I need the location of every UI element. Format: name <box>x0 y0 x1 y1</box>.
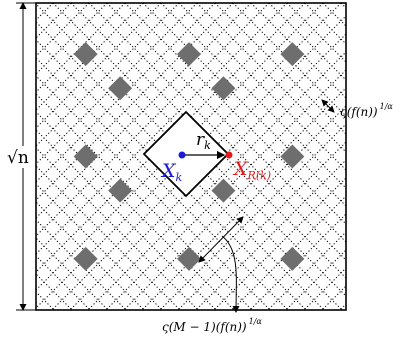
neighbor-label: XR(k) <box>232 158 271 182</box>
grid-line <box>249 213 346 310</box>
grid-line <box>87 51 346 310</box>
side-length-label: √n <box>7 148 29 168</box>
grid-line <box>88 3 346 261</box>
grid-line <box>51 15 346 310</box>
shaded-cell <box>108 76 133 101</box>
shaded-cell <box>73 246 98 271</box>
block-spacing-arrow <box>198 216 244 263</box>
grid-line <box>395 3 409 310</box>
grid-line <box>178 3 346 171</box>
shaded-cell <box>211 76 236 101</box>
shaded-cell <box>177 42 201 67</box>
cell-spacing-label: ς(f(n)) 1/α <box>340 102 393 119</box>
grid-line <box>160 3 346 189</box>
grid-line <box>36 3 288 255</box>
grid-line <box>340 3 346 9</box>
side-label-bg <box>4 146 32 168</box>
radius-label: rk <box>196 130 211 152</box>
network-boundary <box>35 2 347 311</box>
grid-line <box>124 3 346 225</box>
block-spacing-leader <box>221 235 240 313</box>
grid-line <box>36 39 307 310</box>
grid-line <box>36 3 198 165</box>
shaded-cell <box>280 246 305 271</box>
shaded-cells <box>73 42 305 271</box>
grid-line <box>304 3 346 45</box>
node-xrk <box>225 151 233 159</box>
shaded-cell <box>108 178 133 203</box>
block-spacing-label: ς(M − 1)(f(n)) 1/α <box>162 317 262 334</box>
grid-line <box>285 249 346 310</box>
grid-line <box>70 3 346 279</box>
node-label: Xk <box>160 160 183 184</box>
grid-line <box>214 3 346 135</box>
grid-line <box>377 3 409 310</box>
grid-line <box>303 267 346 310</box>
node-xk <box>178 151 186 159</box>
shaded-cell <box>73 144 98 169</box>
transmission-diamond <box>142 110 230 198</box>
cell-spacing-arrow <box>321 99 335 113</box>
grid-line <box>339 303 346 310</box>
grid-line <box>36 3 90 57</box>
grid-line <box>196 3 346 153</box>
shaded-cell <box>280 42 305 67</box>
grid-line <box>36 3 270 237</box>
grid-line <box>321 285 346 310</box>
grid-line <box>69 33 346 310</box>
grid-line <box>52 3 346 297</box>
grid-line <box>268 3 346 81</box>
grid-line <box>36 3 216 183</box>
shaded-cell <box>73 42 98 67</box>
grid-line <box>36 3 324 291</box>
grid-line <box>36 21 325 310</box>
grid-line <box>36 3 180 147</box>
shaded-cell <box>177 246 201 271</box>
grid-line <box>36 3 162 129</box>
shaded-cell <box>211 178 236 203</box>
grid-line <box>106 3 346 243</box>
shaded-cell <box>280 144 305 169</box>
grid-line <box>322 3 346 27</box>
grid-line <box>36 3 108 75</box>
grid-line <box>359 3 409 310</box>
grid-line <box>36 3 306 273</box>
grid-line <box>250 3 346 99</box>
grid-line <box>286 3 346 63</box>
